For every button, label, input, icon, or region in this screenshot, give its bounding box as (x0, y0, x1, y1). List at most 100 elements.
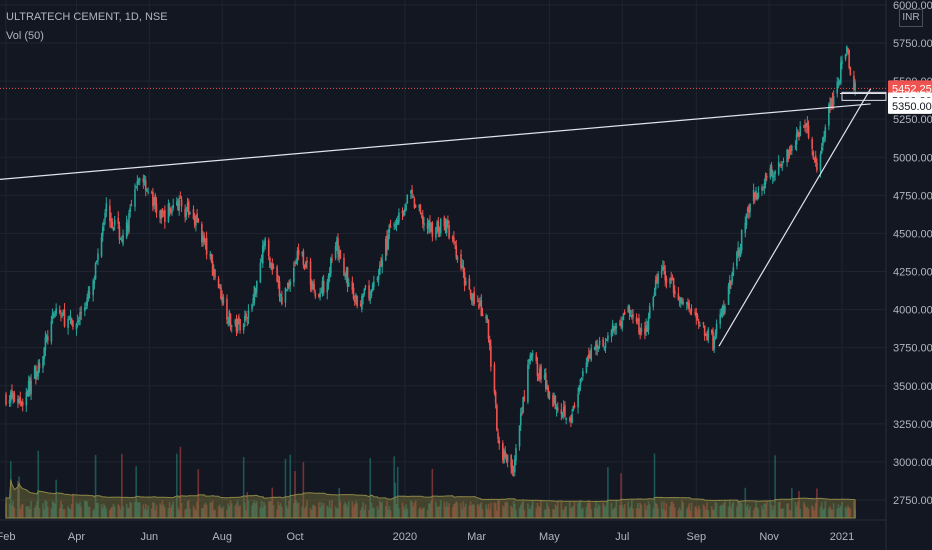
volume-bar (389, 510, 392, 518)
volume-bar (60, 500, 62, 518)
volume-bar (777, 502, 780, 518)
candle-body (246, 320, 249, 322)
candle-body (410, 190, 412, 194)
candle-body (205, 237, 208, 255)
volume-bar (754, 507, 756, 518)
volume-bar (486, 508, 489, 518)
trendline-rising-support[interactable] (718, 88, 872, 347)
candle-body (579, 378, 582, 386)
candle-body (414, 205, 417, 207)
volume-bar (337, 508, 339, 518)
volume-bar (331, 500, 333, 518)
volume-bar (427, 503, 430, 518)
volume-bar (411, 501, 413, 518)
candle-body (689, 312, 692, 314)
candle-body (101, 226, 104, 237)
volume-bar (285, 505, 288, 518)
volume-bar (261, 507, 264, 518)
candle-body (339, 249, 342, 259)
volume-indicator-label[interactable]: Vol (50) (6, 30, 44, 42)
candle-body (136, 180, 139, 186)
candle-body (297, 250, 300, 256)
volume-bar (401, 502, 404, 518)
candle-body (736, 251, 738, 267)
volume-bar (384, 506, 387, 518)
candle-body (296, 251, 299, 262)
volume-bar (180, 503, 183, 518)
volume-bar (381, 501, 383, 518)
candle-body (67, 318, 69, 328)
candle-body (602, 339, 604, 347)
candle-body (731, 273, 733, 283)
volume-bar (94, 455, 97, 518)
price-tick-label: 4000.00 (893, 305, 932, 317)
volume-bar (757, 508, 760, 518)
volume-bar (193, 508, 196, 518)
volume-bar (588, 500, 590, 518)
candle-body (580, 379, 583, 381)
volume-bar (80, 506, 83, 518)
candle-body (27, 381, 30, 397)
candle-body (44, 337, 47, 351)
candle-body (213, 270, 215, 274)
candle-body (135, 185, 137, 188)
candle-body (239, 318, 241, 331)
candle-body (770, 165, 773, 176)
candle-body (170, 210, 172, 213)
volume-bar (629, 506, 632, 518)
trendlines[interactable] (0, 88, 872, 347)
candle-body (439, 219, 442, 234)
candle-body (619, 323, 621, 325)
volume-bar (771, 509, 774, 518)
volume-bar (213, 509, 215, 518)
volume-bar (721, 505, 724, 518)
candle-body (346, 267, 349, 287)
candle-body (128, 212, 130, 232)
time-axis[interactable]: Feb Apr Jun Aug Oct 2020 Mar May Jul Sep Nov 2021 (0, 531, 854, 543)
price-tick-label: 5000.00 (893, 152, 932, 164)
volume-bar (138, 502, 141, 518)
volume-bar (362, 502, 364, 518)
volume-bar (177, 507, 179, 518)
volume-bar (523, 510, 526, 518)
candle-body (388, 224, 391, 233)
candle-body (160, 209, 163, 219)
volume-bar (353, 504, 356, 518)
volume-bar (730, 507, 732, 518)
candle-body (322, 281, 325, 293)
candle-body (438, 232, 441, 234)
volume-bar (431, 468, 434, 518)
volume-bar (369, 458, 372, 518)
volume-bar (320, 501, 323, 518)
volume-bar (478, 506, 480, 518)
candle-body (312, 286, 314, 288)
candle-body (389, 226, 392, 228)
volume-bar (506, 502, 509, 518)
symbol-title[interactable]: ULTRATECH CEMENT, 1D, NSE (6, 11, 168, 23)
candle-body (589, 356, 591, 358)
volume-bar (604, 506, 607, 518)
candle-body (761, 186, 763, 191)
volume-bar (472, 503, 474, 518)
candle-body (263, 243, 265, 246)
volume-bar (205, 504, 208, 518)
volume-bar (313, 505, 315, 518)
candle-body (696, 315, 699, 321)
candle-body (345, 270, 348, 277)
candle-body (677, 293, 680, 301)
candle-body (752, 190, 755, 202)
volume-bar (577, 503, 579, 518)
candle-body (455, 245, 458, 258)
volume-bar (218, 504, 221, 518)
trendline-long-term-resistance[interactable] (0, 103, 871, 180)
candle-body (552, 395, 554, 407)
volume-bar (54, 503, 56, 518)
volume-bar (19, 508, 22, 518)
volume-bar (841, 501, 843, 518)
volume-bar (394, 482, 397, 518)
candle-body (171, 210, 173, 213)
price-axis[interactable]: 2750.00 3000.00 3250.00 3500.00 3750.00 4000.… (893, 0, 932, 507)
candle-body (845, 46, 848, 53)
price-tag-box (888, 80, 932, 97)
